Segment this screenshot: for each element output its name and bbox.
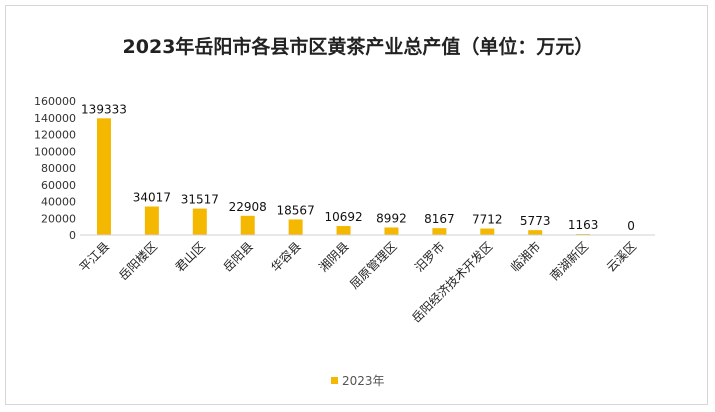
data-label: 8992 xyxy=(376,211,407,225)
y-tick-label: 20000 xyxy=(41,212,76,225)
legend-swatch xyxy=(331,377,338,384)
x-axis: 平江县 岳阳楼区 君山区 岳阳县 华容县 湘阴县屈原管理区 汨罗市岳阳经济技术开发区 临湘市南… xyxy=(77,234,655,326)
x-tick-label: 汨罗市 xyxy=(411,239,447,275)
y-axis: 0 20000 40000 60000 80000 100000 120000 140000 1… xyxy=(34,95,76,242)
x-tick-label: 华容县 xyxy=(268,239,304,275)
y-tick-label: 60000 xyxy=(41,179,76,192)
chart-title: 2023年岳阳市各县市区黄茶产业总产值（单位：万元） xyxy=(123,35,594,58)
bar xyxy=(288,219,303,235)
bar xyxy=(480,228,495,235)
bars: 139333 34017 31517 22908 18567 10692 8992 8167 7… xyxy=(81,102,635,235)
y-tick-label: 80000 xyxy=(41,162,76,175)
data-label: 7712 xyxy=(472,213,503,227)
data-label: 1163 xyxy=(568,218,599,232)
x-tick-label: 南湖新区 xyxy=(547,239,592,284)
x-tick-label: 岳阳县 xyxy=(220,239,255,274)
legend-label: 2023年 xyxy=(342,374,385,388)
x-tick-label: 屈原管理区 xyxy=(347,239,400,292)
y-tick-label: 140000 xyxy=(34,112,76,125)
x-tick-label: 临湘市 xyxy=(507,239,543,275)
bar xyxy=(144,206,159,235)
y-tick-label: 100000 xyxy=(34,145,76,158)
legend: 2023年 xyxy=(331,374,385,388)
bar xyxy=(192,208,207,235)
bar xyxy=(432,228,447,235)
bar xyxy=(336,226,351,235)
data-label: 5773 xyxy=(520,214,551,228)
y-tick-label: 160000 xyxy=(34,95,76,108)
x-tick-label: 云溪区 xyxy=(604,239,639,274)
x-tick-label: 君山区 xyxy=(173,239,208,274)
y-tick-label: 40000 xyxy=(41,196,76,209)
bar xyxy=(384,227,399,235)
chart-frame xyxy=(5,5,708,405)
data-label: 10692 xyxy=(324,210,362,224)
data-label: 18567 xyxy=(277,203,315,217)
data-label: 0 xyxy=(627,219,635,233)
x-tick-label: 平江县 xyxy=(77,239,112,274)
x-tick-label: 湘阴县 xyxy=(316,239,352,275)
data-label: 22908 xyxy=(229,200,267,214)
y-tick-label: 120000 xyxy=(34,129,76,142)
data-label: 8167 xyxy=(424,212,455,226)
x-tick-label: 岳阳经济技术开发区 xyxy=(408,239,495,326)
bar xyxy=(528,230,543,235)
bar xyxy=(96,118,111,235)
x-tick-label: 岳阳楼区 xyxy=(115,239,160,284)
data-label: 34017 xyxy=(133,191,171,205)
y-tick-label: 0 xyxy=(69,229,76,242)
data-label: 31517 xyxy=(181,193,219,207)
data-label: 139333 xyxy=(81,102,127,116)
bar xyxy=(240,215,255,235)
